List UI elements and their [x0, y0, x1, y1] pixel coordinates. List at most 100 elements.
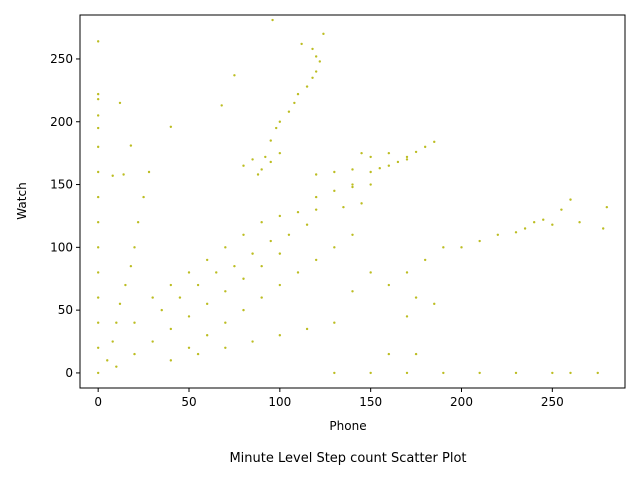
scatter-point	[342, 205, 345, 209]
y-tick-label: 250	[50, 52, 73, 66]
scatter-point	[264, 155, 267, 159]
scatter-point	[305, 327, 309, 331]
scatter-point	[269, 160, 272, 164]
scatter-point	[96, 195, 100, 199]
scatter-point	[133, 352, 136, 356]
scatter-point	[369, 170, 372, 174]
scatter-point	[296, 210, 300, 214]
scatter-point	[293, 101, 296, 105]
scatter-point	[169, 283, 173, 287]
scatter-point	[205, 334, 209, 337]
scatter-point	[578, 221, 581, 224]
scatter-point	[187, 271, 191, 274]
scatter-point	[96, 40, 100, 43]
scatter-point	[178, 296, 182, 299]
scatter-point	[205, 258, 209, 262]
scatter-point	[405, 158, 409, 161]
scatter-point	[260, 168, 263, 171]
scatter-point	[300, 42, 303, 46]
scatter-point	[124, 283, 127, 287]
scatter-point	[275, 126, 278, 130]
scatter-point	[378, 167, 381, 170]
scatter-point	[118, 302, 122, 306]
scatter-point	[256, 173, 260, 176]
scatter-point	[260, 221, 263, 224]
scatter-point	[396, 160, 400, 164]
scatter-point	[129, 264, 133, 268]
scatter-point	[433, 302, 436, 306]
scatter-point	[233, 264, 236, 268]
scatter-point	[271, 18, 274, 22]
x-tick-label: 100	[268, 395, 291, 409]
scatter-point	[351, 233, 354, 236]
scatter-point	[314, 208, 318, 211]
scatter-point	[314, 258, 318, 262]
scatter-point	[224, 346, 227, 350]
scatter-point	[196, 352, 200, 356]
scatter-point	[542, 218, 545, 221]
scatter-point	[242, 233, 245, 236]
scatter-point	[433, 140, 436, 144]
scatter-point	[311, 47, 314, 51]
scatter-point	[314, 173, 318, 176]
scatter-point	[569, 371, 572, 375]
scatter-point	[414, 150, 418, 154]
scatter-points	[96, 18, 609, 375]
scatter-point	[560, 208, 563, 211]
scatter-point	[414, 352, 418, 356]
scatter-point	[532, 221, 536, 224]
scatter-point	[118, 101, 122, 105]
y-tick-label: 0	[65, 366, 73, 380]
scatter-point	[314, 55, 318, 58]
scatter-point	[278, 334, 282, 337]
scatter-point	[551, 371, 554, 375]
y-tick-label: 150	[50, 178, 73, 192]
scatter-point	[136, 221, 140, 224]
scatter-point	[122, 173, 125, 176]
scatter-point	[414, 296, 418, 299]
scatter-point	[602, 227, 605, 230]
scatter-point	[96, 92, 100, 96]
scatter-point	[405, 371, 409, 375]
scatter-point	[605, 205, 609, 209]
scatter-point	[106, 359, 109, 362]
scatter-point	[169, 327, 173, 331]
y-tick-label: 100	[50, 240, 73, 254]
scatter-point	[442, 246, 445, 249]
scatter-point	[133, 321, 136, 324]
scatter-point	[287, 110, 291, 113]
scatter-point	[160, 308, 163, 312]
scatter-point	[133, 246, 136, 249]
scatter-point	[151, 340, 154, 343]
scatter-point	[96, 114, 100, 117]
scatter-point	[96, 346, 100, 350]
scatter-point	[147, 170, 151, 174]
scatter-point	[187, 346, 191, 350]
x-axis-label: Phone	[329, 419, 366, 433]
scatter-point	[305, 223, 309, 226]
scatter-point	[251, 340, 254, 343]
scatter-point	[478, 239, 481, 243]
scatter-point	[242, 277, 245, 280]
scatter-point	[142, 195, 145, 199]
scatter-point	[442, 371, 445, 375]
scatter-point	[220, 104, 223, 107]
scatter-point	[251, 252, 254, 255]
scatter-point	[322, 32, 325, 36]
scatter-point	[224, 321, 227, 324]
scatter-point	[387, 164, 391, 167]
scatter-point	[278, 120, 282, 123]
scatter-point	[233, 74, 236, 77]
scatter-point	[523, 227, 527, 230]
scatter-point	[351, 185, 354, 189]
scatter-point	[360, 202, 363, 205]
scatter-point	[569, 198, 572, 201]
scatter-point	[260, 296, 263, 299]
scatter-point	[314, 70, 318, 73]
scatter-point	[387, 283, 391, 287]
scatter-point	[129, 144, 133, 147]
scatter-point	[169, 359, 173, 362]
scatter-point	[269, 239, 272, 243]
scatter-point	[514, 371, 518, 375]
